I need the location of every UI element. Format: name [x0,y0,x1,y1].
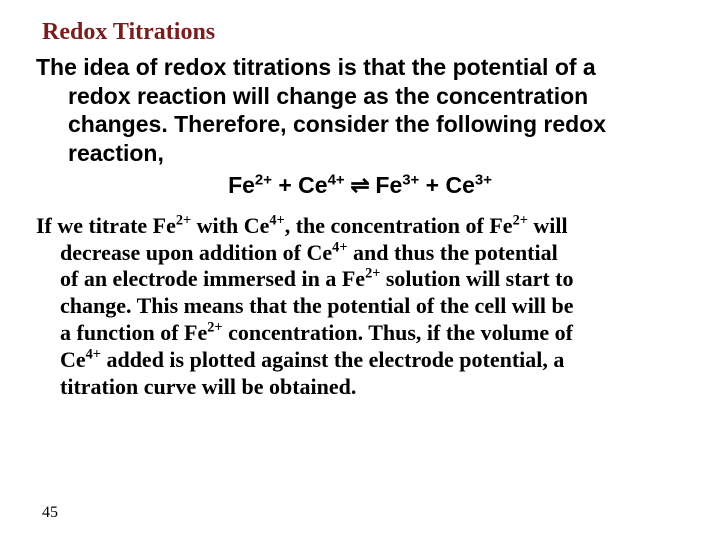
eq-fe2: Fe2+ [228,172,272,198]
slide-title: Redox Titrations [42,18,684,47]
body-paragraph: If we titrate Fe2+ with Ce4+, the concen… [36,213,684,401]
page-number: 45 [42,504,58,522]
redox-equation: Fe2+ + Ce4+ ⇌ Fe3+ + Ce3+ [36,172,684,199]
eq-ce4: Ce4+ [298,172,344,198]
eq-fe3: Fe3+ [375,172,419,198]
slide: Redox Titrations The idea of redox titra… [0,0,720,540]
intro-paragraph: The idea of redox titrations is that the… [36,53,684,168]
eq-ce3: Ce3+ [445,172,491,198]
body-text-block: If we titrate Fe2+ with Ce4+, the concen… [36,213,684,401]
reaction-arrow-icon: ⇌ [345,173,376,198]
intro-line-1: The idea of redox titrations is that the… [36,53,684,168]
